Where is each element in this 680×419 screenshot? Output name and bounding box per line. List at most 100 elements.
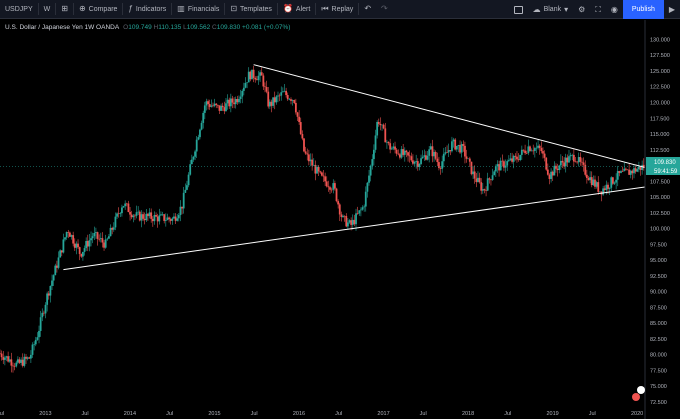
candle-body (353, 219, 356, 225)
candle-body (137, 211, 140, 213)
candle-body (228, 99, 231, 107)
tv-logo (632, 386, 645, 401)
candle-body (242, 87, 245, 91)
price-tick-label: 100.000 (650, 227, 670, 233)
candle-body (134, 215, 136, 217)
candle-body (503, 161, 505, 168)
candle-body (351, 219, 354, 225)
publish-button[interactable]: Publish (622, 0, 664, 19)
candle-body (67, 232, 70, 233)
candle-body (366, 182, 369, 192)
candle-body (455, 146, 458, 150)
alert-button[interactable]: ⏰ Alert (278, 0, 315, 19)
chart-type-button[interactable]: ⊞ (56, 0, 73, 19)
candle-body (273, 97, 276, 103)
price-chart[interactable]: 130.000 127.500 125.000 122.500 120.000 117.5… (0, 20, 680, 419)
candle-body (25, 356, 27, 359)
candle-body (255, 79, 258, 81)
chevron-down-icon: ▾ (564, 4, 569, 14)
play-button[interactable]: ▶ (664, 0, 680, 19)
candle-body (252, 69, 255, 78)
financials-label: Financials (187, 5, 220, 13)
undo-button[interactable]: ↶ (359, 0, 376, 19)
price-axis[interactable]: 130.000 127.500 125.000 122.500 120.000 117.5… (650, 37, 670, 406)
candle-body (319, 171, 322, 173)
candle-body (486, 178, 489, 191)
fx-icon: ƒ (128, 4, 133, 13)
candle-body (99, 238, 102, 239)
settings-button[interactable]: ⚙ (573, 0, 590, 19)
candle-body (286, 95, 289, 100)
candle-body (607, 184, 609, 189)
candle-body (108, 236, 110, 239)
candle-body (408, 155, 411, 157)
candle-body (480, 182, 483, 191)
candle-body (584, 164, 587, 175)
candle-body (231, 98, 234, 103)
candle-body (379, 123, 382, 126)
theme-select[interactable]: ☁ Blank ▾ (528, 0, 574, 19)
candle-body (446, 152, 448, 153)
candle-body (369, 165, 372, 176)
chart-area[interactable]: U.S. Dollar / Japanese Yen 1W OANDA O109… (0, 20, 680, 419)
interval-button[interactable]: W (39, 0, 56, 19)
candle-body (7, 356, 10, 362)
candle-body (119, 213, 122, 214)
redo-button[interactable]: ↷ (376, 0, 393, 19)
candle-body (444, 152, 447, 154)
candle-body (225, 103, 227, 112)
change-value: +0.081 (+0.07%) (242, 24, 291, 31)
candle-body (610, 177, 613, 188)
candle-body (116, 213, 118, 217)
financials-button[interactable]: ▥ Financials (172, 0, 224, 19)
candle-body (569, 155, 572, 157)
toolbar-divider (37, 3, 39, 15)
time-tick-label: Jul (251, 411, 258, 417)
candle-body (340, 214, 343, 217)
candle-body (490, 179, 492, 181)
indicators-button[interactable]: ƒ Indicators (123, 0, 171, 19)
candle-body (145, 213, 148, 221)
candle-body (412, 160, 414, 164)
trendlines[interactable] (63, 64, 646, 271)
candle-body (8, 359, 11, 362)
time-axis[interactable]: Jul 2013 Jul 2014 Jul 2015 Jul 2016 Jul 2017 Jul 20… (0, 411, 643, 417)
fullscreen-button[interactable]: ⛶ (590, 0, 606, 19)
compare-button[interactable]: ⊕ Compare (74, 0, 123, 19)
candle-body (90, 238, 92, 241)
candle-body (491, 175, 494, 180)
candle-body (281, 91, 284, 93)
candle-body (415, 161, 418, 162)
symbol-search[interactable]: USDJPY (0, 0, 38, 19)
candle-body (182, 192, 185, 209)
candle-body (459, 145, 461, 153)
trendline-upper (253, 64, 646, 168)
time-tick-label: 2013 (39, 411, 51, 417)
alarm-clock-icon: ⏰ (282, 4, 293, 13)
candle-body (65, 232, 68, 238)
candle-body (78, 247, 81, 254)
candle-body (241, 90, 244, 97)
candle-body (535, 147, 538, 149)
candle-body (472, 171, 474, 175)
candle-body (95, 232, 97, 233)
price-tick-label: 90.000 (650, 290, 667, 296)
price-tick-label: 97.500 (650, 242, 667, 248)
candle-body (148, 212, 151, 217)
candle-body (460, 144, 463, 153)
replay-button[interactable]: ⏮ Replay (316, 0, 358, 19)
candle-body (390, 148, 393, 150)
candle-body (187, 174, 190, 186)
layout-button[interactable] (509, 0, 528, 19)
templates-button[interactable]: ⊡ Templates (225, 0, 277, 19)
candle-body (511, 158, 513, 162)
candle-body (171, 218, 174, 221)
candle-body (103, 242, 105, 248)
candle-body (356, 213, 359, 214)
snapshot-button[interactable]: ◉ (606, 0, 623, 19)
candle-body (70, 235, 73, 237)
candle-body (101, 238, 104, 243)
candle-body (532, 150, 535, 152)
last-price-text: 109.830 (654, 160, 676, 166)
candle-body (368, 175, 370, 183)
